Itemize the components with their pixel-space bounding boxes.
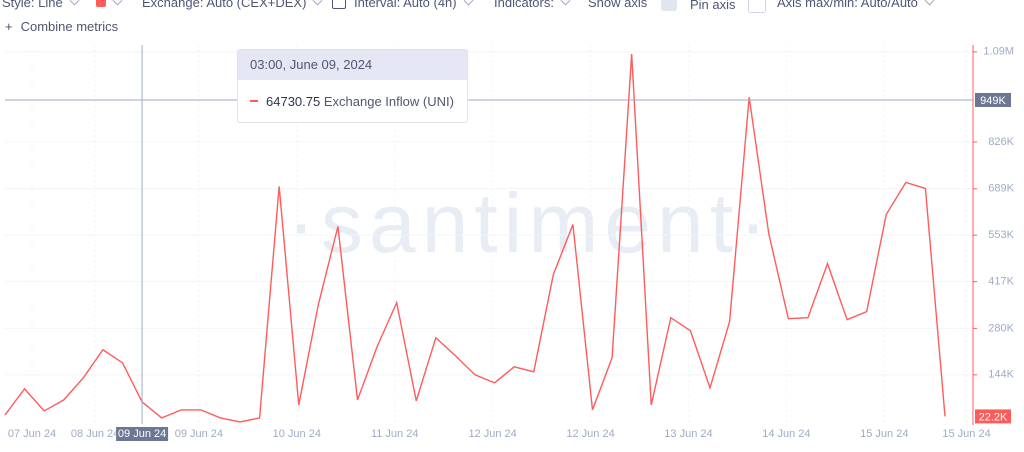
y-tick-label: 144K [988, 369, 1014, 381]
x-tick-label: 12 Jun 24 [566, 428, 614, 440]
label: Combine metrics [20, 19, 119, 34]
x-tick-label: 08 Jun 24 [71, 428, 119, 440]
tooltip-date: 03:00, June 09, 2024 [238, 50, 467, 80]
pin-axis-toggle[interactable]: Pin axis [690, 0, 766, 13]
y-tick-label: 417K [988, 276, 1014, 288]
tooltip: 03:00, June 09, 2024 64730.75 Exchange I… [237, 49, 468, 123]
label: Style: Line [2, 0, 63, 10]
label: Show axis [588, 0, 648, 10]
interval-dropdown[interactable]: Interval: Auto (4h) [332, 0, 474, 10]
style-dropdown[interactable]: Style: Line [2, 0, 80, 10]
last-value-box [975, 409, 1011, 424]
x-tick-label: 11 Jun 24 [371, 428, 419, 440]
x-tick-label: 14 Jun 24 [762, 428, 810, 440]
last-value-label: 22.2K [979, 411, 1008, 423]
exchange-dropdown[interactable]: Exchange: Auto (CEX+DEX) [142, 0, 323, 10]
tooltip-value: 64730.75 [266, 94, 321, 109]
crosshair-y-box [975, 92, 1011, 107]
watermark: ·santiment· [287, 176, 773, 270]
x-tick-label: 12 Jun 24 [468, 428, 516, 440]
color-picker[interactable] [96, 0, 123, 10]
show-axis-toggle[interactable]: Show axis [588, 0, 678, 11]
x-tick-label: 15 Jun 24 [942, 428, 990, 440]
line [4, 54, 946, 423]
label: Pin axis [690, 0, 736, 12]
y-tick-label: 280K [988, 322, 1014, 334]
label: Axis max/min: Auto/Auto [777, 0, 918, 10]
tooltip-series: Exchange Inflow (UNI) [323, 94, 454, 109]
tooltip-swatch [250, 100, 258, 102]
axis-minmax-dropdown[interactable]: Axis max/min: Auto/Auto [777, 0, 935, 10]
label: Exchange: Auto (CEX+DEX) [142, 0, 307, 10]
x-tick-label: 13 Jun 24 [664, 428, 712, 440]
y-tick-label: 826K [988, 136, 1014, 148]
crosshair-x-box [116, 427, 169, 441]
y-tick-label: 553K [988, 229, 1014, 241]
crosshair-y-label: 949K [980, 95, 1006, 107]
x-tick-label: 09 Jun 24 [175, 428, 223, 440]
x-tick-label: 10 Jun 24 [273, 428, 321, 440]
y-tick-label: 689K [988, 183, 1014, 195]
combine-metrics-button[interactable]: + Combine metrics [5, 19, 119, 34]
label: Interval: Auto (4h) [354, 0, 457, 10]
crosshair-x-label: 09 Jun 24 [118, 428, 166, 440]
x-tick-label: 15 Jun 24 [860, 428, 908, 440]
x-tick-label: 07 Jun 24 [8, 428, 56, 440]
y-tick-label: 1.09M [983, 46, 1014, 58]
tooltip-row: 64730.75 Exchange Inflow (UNI) [238, 80, 467, 109]
indicators-dropdown[interactable]: Indicators: [494, 0, 571, 10]
label: Indicators: [494, 0, 554, 10]
